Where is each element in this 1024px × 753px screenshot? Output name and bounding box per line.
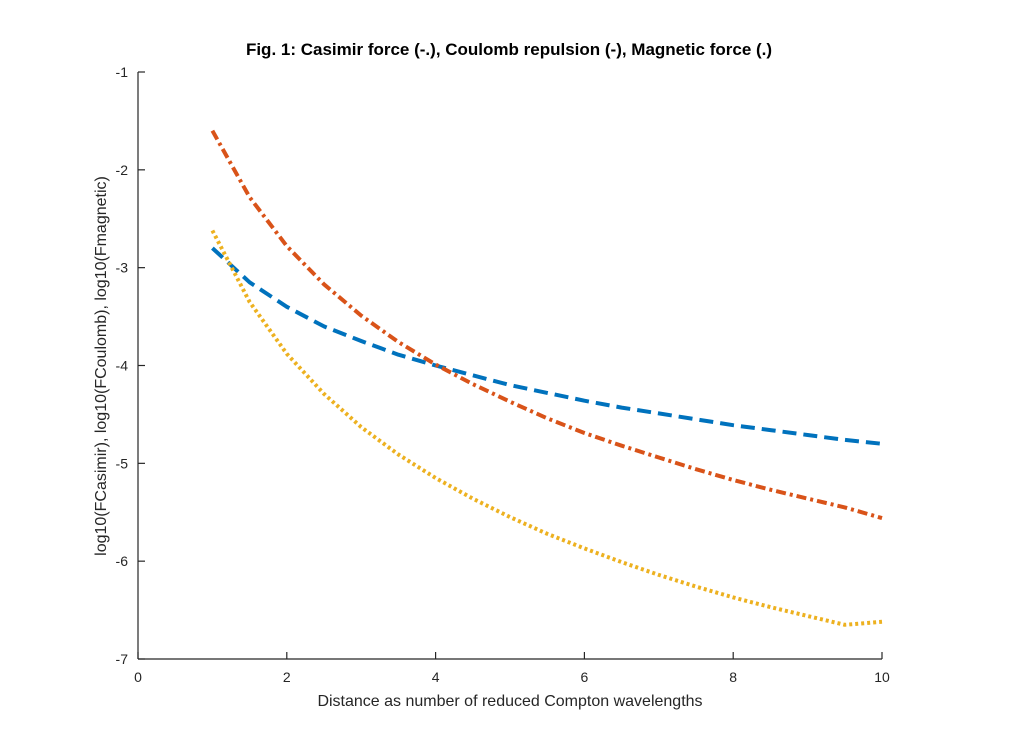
- y-ticks: -1 -2 -3 -4 -5 -6 -7: [116, 64, 145, 667]
- y-tick-label: -6: [116, 553, 129, 569]
- x-tick-label: 0: [134, 669, 142, 685]
- y-tick-label: -4: [116, 358, 129, 374]
- x-tick-label: 8: [729, 669, 737, 685]
- series-line-dash-dot: [210, 129, 883, 521]
- series-layer: [210, 129, 883, 627]
- y-tick-label: -7: [116, 651, 129, 667]
- x-tick-label: 2: [283, 669, 291, 685]
- y-axis-label: log10(FCasimir), log10(FCoulomb), log10(…: [93, 176, 110, 556]
- x-tick-label: 6: [581, 669, 589, 685]
- y-tick-label: -5: [116, 455, 129, 471]
- x-tick-label: 4: [432, 669, 440, 685]
- x-ticks: 0 2 4 6 8 10: [134, 652, 890, 685]
- series-line-dotted: [210, 229, 883, 627]
- x-axis-label: Distance as number of reduced Compton wa…: [317, 693, 702, 710]
- y-tick-label: -3: [116, 260, 129, 276]
- x-tick-label: 10: [874, 669, 890, 685]
- chart-title: Fig. 1: Casimir force (-.), Coulomb repu…: [246, 40, 772, 59]
- y-tick-label: -1: [116, 64, 129, 80]
- series-line-dashed: [211, 246, 883, 446]
- y-tick-label: -2: [116, 162, 129, 178]
